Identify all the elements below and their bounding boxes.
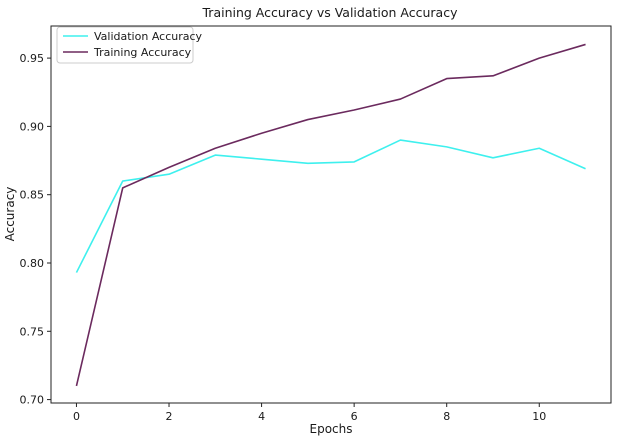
legend-label-training: Training Accuracy [93, 46, 192, 59]
y-tick-label: 0.90 [20, 120, 45, 133]
validation-accuracy-line [75, 139, 586, 273]
x-tick-label: 4 [258, 410, 265, 423]
series-lines [75, 43, 586, 387]
x-tick-label: 0 [73, 410, 80, 423]
y-tick-label: 0.95 [20, 52, 45, 65]
legend-box [56, 26, 194, 64]
y-tick-label: 0.75 [20, 325, 45, 338]
y-tick-label: 0.70 [20, 394, 45, 407]
x-tick-label: 2 [166, 410, 173, 423]
plot-frame [50, 25, 612, 404]
y-axis: 0.70 0.75 0.80 0.85 0.90 0.95 [20, 52, 51, 407]
x-tick-label: 10 [532, 410, 546, 423]
chart-title: Training Accuracy vs Validation Accuracy [202, 5, 459, 20]
y-axis-label: Accuracy [3, 187, 17, 242]
y-tick-label: 0.85 [20, 189, 45, 202]
training-accuracy-line [75, 43, 586, 387]
legend-label-validation: Validation Accuracy [94, 30, 203, 43]
y-tick-label: 0.80 [20, 257, 45, 270]
x-tick-label: 8 [443, 410, 450, 423]
x-axis: 0 2 4 6 8 10 [73, 403, 546, 423]
x-axis-label: Epochs [310, 422, 353, 436]
x-tick-label: 6 [351, 410, 358, 423]
legend: Validation Accuracy Training Accuracy [56, 26, 203, 64]
